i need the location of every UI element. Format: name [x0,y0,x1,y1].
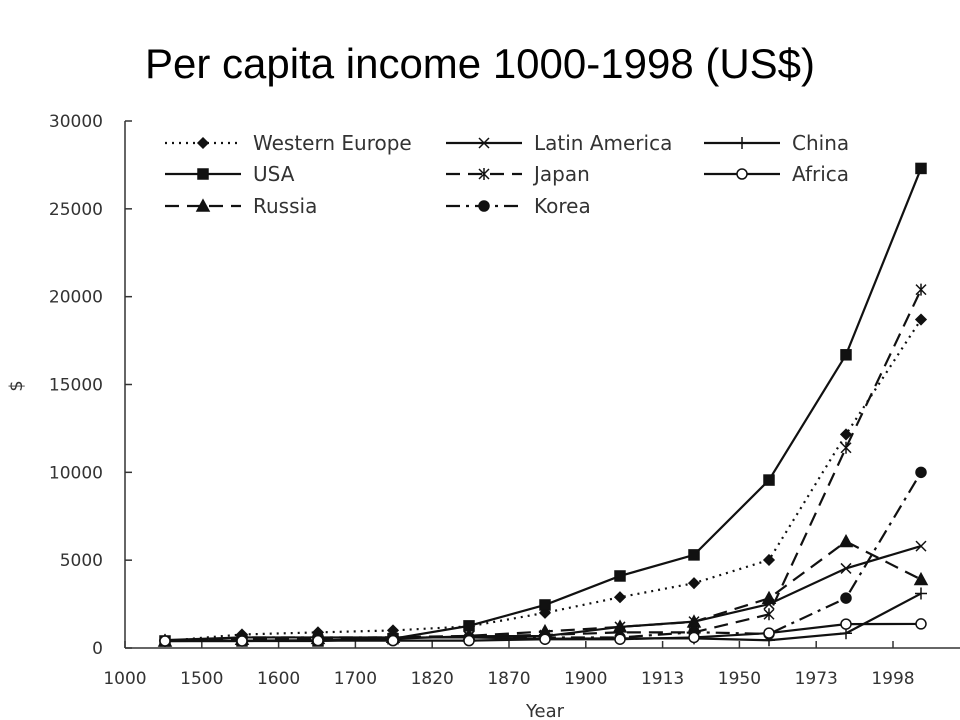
data-point [614,570,626,582]
data-point [688,631,700,644]
x-tick-label: 1000 [103,669,146,689]
data-point [463,634,475,647]
legend-label: Korea [534,194,591,218]
data-point [840,441,852,454]
data-point [915,283,927,296]
x-tick-label: 1998 [871,669,914,689]
data-point [613,591,627,604]
data-point [840,592,852,604]
y-tick-label: 30000 [49,112,103,132]
y-tick-label: 20000 [49,288,103,308]
series-western-europe [158,313,928,648]
y-tick-label: 5000 [60,551,103,571]
legend-label: Japan [532,162,590,186]
data-point [913,571,929,586]
series-line [164,545,922,643]
data-point [312,634,324,647]
y-axis-title: $ [6,380,27,391]
legend-label: Western Europe [253,131,412,155]
series-line [164,289,922,643]
y-tick-label: 10000 [49,463,103,483]
data-point [478,168,490,180]
legend-item: USA [165,162,295,186]
data-point [736,168,748,180]
chart-legend: Western Europe USA Russia Latin America Japa… [165,131,849,218]
series-line [165,168,923,643]
x-tick-label: 1500 [180,669,223,689]
series-line [164,318,922,643]
series-layer [157,162,929,648]
data-point [387,634,399,647]
data-point [840,349,852,361]
data-point [840,618,852,630]
legend-label: Russia [253,194,317,218]
legend-label: Latin America [534,131,672,155]
data-point [478,200,490,212]
legend-item: Korea [446,194,591,218]
data-point [915,466,927,479]
x-tick-label: 1600 [257,669,300,689]
x-tick-label: 1973 [795,669,838,689]
legend-item: Western Europe [165,131,412,155]
y-tick-label: 15000 [49,376,103,396]
data-point [478,137,490,149]
data-point [838,533,854,548]
series-japan [159,283,927,647]
data-point [915,162,927,175]
data-point [539,599,551,611]
data-point [159,635,171,647]
legend-item: Russia [165,194,317,218]
data-point [688,549,700,561]
data-point [763,627,775,639]
legend-item: Latin America [446,131,672,155]
series-korea [159,466,927,647]
data-point [763,598,775,610]
data-point [762,553,776,567]
x-tick-label: 1950 [718,669,761,689]
x-axis-title: Year [525,701,565,720]
data-point [539,633,551,645]
slide-title: Per capita income 1000-1998 (US$) [144,40,816,87]
data-point [236,635,248,647]
data-point [914,313,928,326]
data-point [736,137,748,149]
data-point [197,168,209,180]
data-point [915,618,927,630]
y-tick-label: 0 [92,639,103,659]
y-tick-label: 25000 [49,200,103,220]
legend-item: Japan [446,162,590,186]
series-usa [159,162,927,647]
legend-item: Africa [704,162,849,186]
x-tick-label: 1820 [411,669,454,689]
legend-label: Africa [792,162,849,186]
x-tick-label: 1700 [334,669,377,689]
chart-axes: 0 5000 10000 15000 20000 25000 30000 1000 1500 16… [6,112,960,720]
data-point [915,540,927,552]
data-point [915,587,927,600]
data-point [839,428,853,441]
series-africa [159,618,927,647]
series-russia [157,533,929,647]
data-point [195,198,211,212]
data-point [687,577,701,590]
data-point [763,474,775,486]
legend-label: USA [253,162,295,186]
data-point [688,616,700,628]
data-point [840,562,852,574]
data-point [196,136,210,150]
legend-label: China [792,131,849,155]
data-point [763,608,775,621]
x-tick-label: 1913 [641,669,684,689]
legend-item: China [704,131,849,155]
x-tick-label: 1870 [487,669,530,689]
series-line [164,540,922,643]
data-point [614,633,626,645]
x-tick-label: 1900 [564,669,607,689]
